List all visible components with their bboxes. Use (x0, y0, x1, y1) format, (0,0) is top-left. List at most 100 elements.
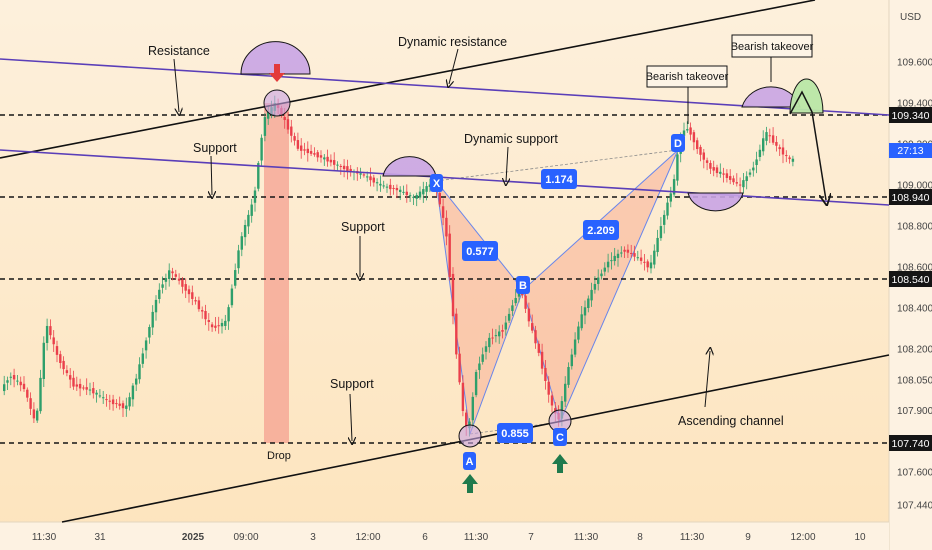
candle-body (121, 403, 125, 409)
candle-body (177, 278, 181, 281)
x-tick-label: 11:30 (32, 532, 57, 543)
candle-body (742, 180, 745, 188)
ratio-xd-box (541, 169, 577, 189)
candle-body (98, 395, 102, 397)
candle-body (752, 167, 755, 171)
time-axis[interactable]: 11:30 31 2025 09:00 3 12:00 6 11:30 7 11:30 8 11:30… (32, 532, 866, 543)
candle-body (765, 132, 768, 141)
candle-body (372, 177, 375, 183)
x-tick-label: 10 (854, 532, 866, 543)
candle-body (544, 367, 547, 381)
candle-body (3, 384, 6, 392)
candle-body (359, 173, 362, 175)
candle-body (300, 145, 303, 151)
candle-body (422, 189, 425, 195)
candle-body (620, 252, 623, 254)
y-tick-label: 108.050 (897, 375, 932, 386)
y-tick-label: 108.200 (897, 345, 932, 356)
candle-body (88, 389, 92, 391)
candle-body (478, 363, 481, 371)
dynamic-support-bubble (687, 192, 744, 212)
candle-body (257, 163, 260, 189)
candle-body (415, 195, 418, 199)
ascending-channel-label: Ascending channel (678, 414, 784, 428)
candle-body (781, 147, 785, 155)
candle-body (128, 397, 131, 407)
candle-body (194, 300, 197, 302)
point-d-label: D (674, 138, 682, 150)
y-tick-label: 108.800 (897, 222, 932, 233)
candle-body (402, 191, 405, 193)
candle-body (768, 135, 771, 137)
candle-body (712, 167, 715, 171)
candle-body (682, 130, 686, 136)
candle-body (656, 237, 659, 253)
candle-body (158, 289, 161, 300)
candle-body (547, 381, 550, 395)
down-arrow-icon (269, 64, 285, 82)
price-tag-label: 108.540 (892, 274, 930, 286)
candle-body (705, 160, 709, 163)
x-tick-label: 9 (745, 532, 751, 543)
top-marker-circle (263, 89, 291, 117)
candle-body (494, 335, 498, 337)
candle-body (663, 214, 666, 225)
candle-body (303, 149, 306, 151)
candle-body (771, 135, 775, 143)
ratio-bd-label: 2.209 (587, 225, 615, 237)
candle-body (593, 283, 597, 290)
price-tag-label: 107.740 (892, 438, 930, 450)
candle-body (636, 257, 639, 259)
candle-body (379, 183, 382, 186)
candle-body (201, 310, 204, 312)
candle-body (263, 117, 267, 136)
candle-body (135, 378, 138, 385)
candle-body (649, 262, 653, 269)
candle-body (646, 261, 649, 268)
candle-body (220, 322, 224, 327)
candle-body (425, 186, 428, 192)
currency-label: USD (900, 12, 921, 23)
candle-body (234, 270, 237, 286)
candle-body (16, 380, 19, 382)
candle-body (758, 149, 762, 157)
candle-body (52, 337, 55, 345)
current-tag-label: 27:13 (897, 145, 923, 157)
price-axis[interactable]: 109.600109.400109.200109.000108.800108.6… (889, 58, 932, 512)
candle-body (102, 397, 105, 399)
candle-body (227, 307, 230, 322)
candle-body (738, 184, 742, 186)
candle-body (131, 385, 135, 400)
candle-body (606, 261, 610, 268)
candle-body (715, 167, 719, 174)
candle-body (517, 293, 521, 297)
candle-body (214, 325, 217, 328)
x-tick-label: 11:30 (574, 532, 599, 543)
candle-body (118, 403, 121, 406)
x-tick-label: 11:30 (464, 532, 489, 543)
candle-body (217, 325, 220, 327)
candle-body (174, 274, 177, 277)
candle-body (524, 295, 527, 309)
candle-body (191, 292, 194, 299)
candle-body (82, 387, 85, 389)
candle-body (498, 331, 501, 337)
candle-body (69, 375, 72, 380)
candle-body (293, 136, 296, 141)
candle-body (702, 152, 705, 160)
candle-body (204, 311, 207, 320)
candle-body (775, 141, 778, 146)
candle-body (375, 182, 379, 184)
candle-body (260, 137, 263, 161)
candle-body (725, 173, 729, 178)
support-1-label: Support (193, 141, 237, 155)
candle-body (438, 192, 441, 205)
candle-body (154, 299, 158, 313)
x-tick-label: 6 (422, 532, 428, 543)
candle-body (474, 372, 478, 396)
candle-body (65, 370, 69, 374)
candle-body (329, 159, 333, 163)
candle-body (369, 176, 372, 181)
